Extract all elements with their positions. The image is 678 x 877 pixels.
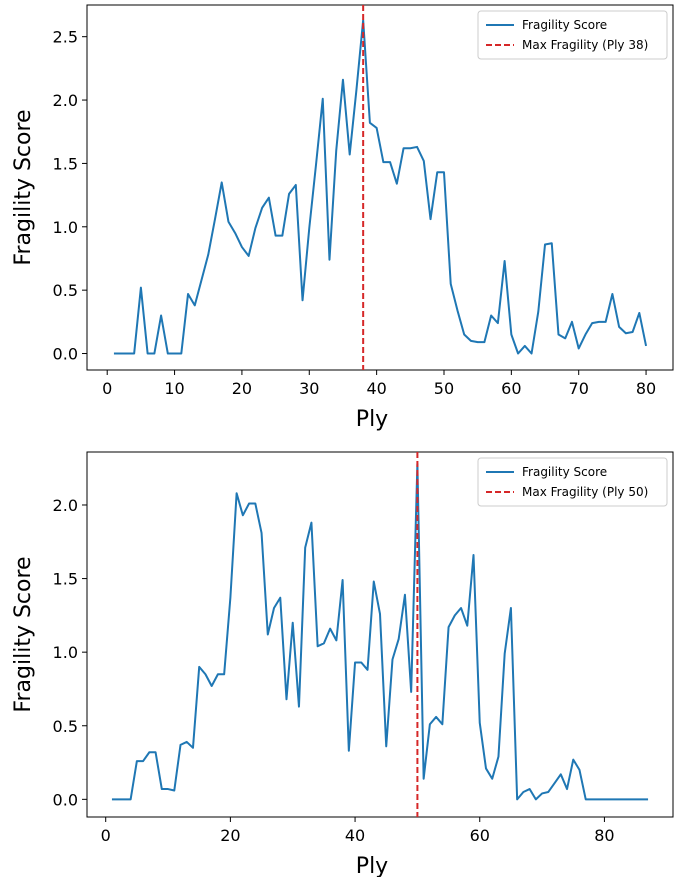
x-tick-label: 80 (594, 826, 614, 845)
y-tick-label: 1.0 (53, 218, 78, 237)
y-tick-label: 0.5 (53, 281, 78, 300)
y-axis-label: Fragility Score (11, 556, 36, 712)
x-tick-label: 80 (636, 379, 656, 398)
chart-panel-top: 0 10 20 30 40 50 60 70 80 0.0 0.5 1.0 1.5 2.0 2.5 Ply Fr… (11, 4, 674, 432)
x-tick-label: 40 (345, 826, 365, 845)
y-axis-label: Fragility Score (11, 109, 36, 265)
x-tick-label: 20 (232, 379, 252, 398)
y-tick-label: 2.0 (53, 496, 78, 515)
x-tick-label: 40 (366, 379, 386, 398)
x-tick-label: 50 (434, 379, 454, 398)
x-tick-label: 30 (299, 379, 319, 398)
legend-label-max-fragility: Max Fragility (Ply 38) (522, 38, 648, 52)
x-tick-label: 60 (470, 826, 490, 845)
plot-frame (86, 4, 674, 371)
x-tick-label: 70 (569, 379, 589, 398)
y-tick-label: 2.5 (53, 28, 78, 47)
y-tick-label: 0.5 (53, 717, 78, 736)
y-tick-label: 2.0 (53, 91, 78, 110)
y-tick-label: 1.5 (53, 570, 78, 589)
legend-label-fragility-score: Fragility Score (522, 465, 607, 479)
x-tick-label: 0 (101, 826, 111, 845)
legend-label-max-fragility: Max Fragility (Ply 50) (522, 485, 648, 499)
y-tick-label: 0.0 (53, 345, 78, 364)
series-line-fragility-score (111, 462, 649, 801)
x-axis-label: Ply (356, 407, 388, 432)
legend-box (477, 457, 668, 507)
x-tick-label: 10 (164, 379, 184, 398)
legend-label-fragility-score: Fragility Score (522, 18, 607, 32)
y-tick-label: 0.0 (53, 790, 78, 809)
series-line-fragility-score (113, 19, 648, 355)
chart-panel-bottom: 0 20 40 60 80 0.0 0.5 1.0 1.5 2.0 Ply Fragility Sco… (11, 451, 674, 877)
y-tick-label: 1.0 (53, 643, 78, 662)
x-axis-label: Ply (356, 854, 388, 877)
legend-box (477, 10, 668, 60)
y-tick-label: 1.5 (53, 154, 78, 173)
x-tick-label: 60 (501, 379, 521, 398)
x-tick-label: 20 (220, 826, 240, 845)
x-tick-label: 0 (102, 379, 112, 398)
